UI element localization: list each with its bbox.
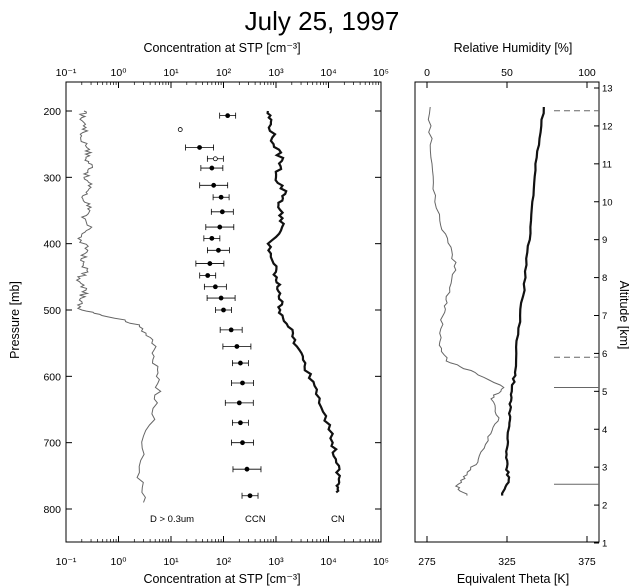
left-top-x-tick-label: 10⁵ bbox=[373, 67, 389, 79]
left-y-tick-label: 800 bbox=[43, 504, 61, 516]
left-bottom-x-tick-label: 10⁻¹ bbox=[56, 556, 77, 568]
left-top-x-tick-label: 10³ bbox=[268, 67, 284, 79]
large-particle-series-line bbox=[75, 110, 162, 503]
left-bottom-x-tick-label: 10⁵ bbox=[373, 556, 389, 568]
left-top-x-tick-label: 10⁰ bbox=[111, 67, 128, 79]
left-top-x-tick-label: 10² bbox=[216, 67, 232, 79]
theta-bottom-tick-label: 375 bbox=[578, 556, 596, 568]
altitude-tick-label: 10 bbox=[602, 197, 613, 208]
left-y-tick-label: 400 bbox=[43, 239, 61, 251]
ccn-point bbox=[238, 420, 243, 426]
rh-top-tick-label: 0 bbox=[424, 67, 430, 79]
left-top-x-tick-label: 10⁴ bbox=[320, 67, 336, 79]
ccn-point bbox=[197, 145, 202, 150]
left-top-x-tick-label: 10⁻¹ bbox=[56, 67, 77, 79]
altitude-tick-label: 4 bbox=[602, 425, 607, 436]
relative-humidity-line bbox=[427, 106, 505, 496]
ccn-point bbox=[240, 380, 245, 386]
ccn-point bbox=[216, 247, 221, 253]
ccn-point bbox=[247, 493, 253, 499]
altitude-tick-label: 5 bbox=[602, 387, 607, 398]
altitude-tick-label: 9 bbox=[602, 235, 607, 246]
ccn-point bbox=[234, 344, 240, 349]
rh-top-tick-label: 50 bbox=[501, 67, 513, 79]
altitude-tick-label: 13 bbox=[602, 84, 613, 95]
altitude-tick-label: 2 bbox=[602, 501, 607, 512]
left-bottom-x-tick-label: 10³ bbox=[268, 556, 284, 568]
annotation-ccn: CCN bbox=[245, 514, 266, 525]
ccn-point bbox=[217, 224, 223, 230]
ccn-point bbox=[209, 235, 215, 241]
chart-title: July 25, 1997 bbox=[245, 6, 400, 36]
altitude-tick-label: 6 bbox=[602, 349, 607, 360]
left-bottom-x-tick-label: 10⁰ bbox=[111, 556, 128, 568]
ccn-point bbox=[240, 440, 245, 446]
annotation-cn: CN bbox=[331, 514, 345, 525]
ccn-point bbox=[212, 284, 218, 290]
left-bottom-x-tick-label: 10¹ bbox=[163, 556, 179, 568]
left-y-tick-label: 300 bbox=[43, 172, 61, 184]
left-bottom-x-tick-label: 10² bbox=[216, 556, 232, 568]
ccn-point bbox=[244, 466, 250, 472]
left-y-tick-label: 700 bbox=[43, 438, 61, 450]
cn-series-line bbox=[266, 110, 342, 494]
ccn-point bbox=[205, 273, 211, 278]
left-y-tick-label: 600 bbox=[43, 371, 61, 383]
left-y-axis-label: Pressure [mb] bbox=[8, 281, 22, 359]
annotation-d-size: D > 0.3um bbox=[150, 514, 194, 525]
altitude-tick-label: 11 bbox=[602, 159, 612, 170]
altitude-tick-label: 8 bbox=[602, 273, 607, 284]
altitude-tick-label: 3 bbox=[602, 463, 607, 474]
ccn-point bbox=[221, 307, 226, 313]
right-bottom-axis-label: Equivalent Theta [K] bbox=[457, 572, 569, 586]
left-bottom-x-tick-label: 10⁴ bbox=[320, 556, 336, 568]
ccn-point bbox=[225, 113, 231, 119]
ccn-point bbox=[236, 400, 242, 406]
left-y-tick-label: 200 bbox=[43, 106, 61, 118]
altitude-tick-label: 7 bbox=[602, 311, 607, 322]
ccn-point bbox=[211, 182, 217, 188]
left-y-tick-label: 500 bbox=[43, 305, 61, 317]
right-y-axis-label: Altitude [km] bbox=[617, 281, 629, 350]
right-top-axis-label: Relative Humidity [%] bbox=[454, 41, 573, 55]
ccn-point bbox=[218, 295, 224, 301]
altitude-tick-label: 1 bbox=[602, 539, 607, 550]
altitude-tick-label: 12 bbox=[602, 121, 613, 132]
ccn-point bbox=[212, 156, 218, 162]
ccn-point bbox=[218, 194, 224, 200]
ccn-point bbox=[219, 209, 225, 215]
left-top-x-tick-label: 10¹ bbox=[163, 67, 179, 79]
equivalent-theta-line bbox=[500, 106, 545, 496]
ccn-point bbox=[228, 327, 234, 333]
theta-bottom-tick-label: 275 bbox=[418, 556, 436, 568]
rh-top-tick-label: 100 bbox=[578, 67, 596, 79]
ccn-point bbox=[207, 261, 213, 266]
theta-bottom-tick-label: 325 bbox=[498, 556, 516, 568]
ccn-point bbox=[177, 127, 183, 132]
left-bottom-axis-label: Concentration at STP [cm⁻³] bbox=[143, 572, 300, 586]
ccn-point bbox=[209, 165, 215, 171]
left-top-axis-label: Concentration at STP [cm⁻³] bbox=[143, 41, 300, 55]
ccn-point bbox=[238, 360, 243, 366]
